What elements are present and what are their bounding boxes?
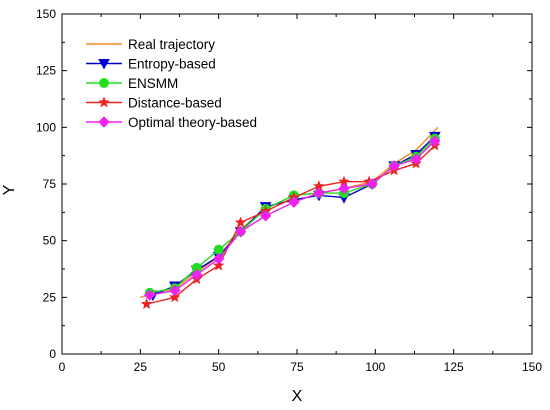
legend-label: Entropy-based bbox=[128, 57, 216, 72]
data-point-optimal-theory-based bbox=[259, 210, 272, 222]
y-tick-label: 150 bbox=[36, 7, 56, 21]
data-point-optimal-theory-based bbox=[313, 187, 325, 199]
x-tick-label: 150 bbox=[522, 360, 542, 374]
data-point-optimal-theory-based bbox=[366, 178, 378, 190]
data-point-ensmm bbox=[213, 244, 224, 255]
legend-label: Optimal theory-based bbox=[128, 115, 257, 130]
x-tick-label: 75 bbox=[290, 360, 304, 374]
x-tick-label: 125 bbox=[444, 360, 464, 374]
legend-item-distance-based: Distance-based bbox=[86, 96, 222, 111]
y-tick-label: 25 bbox=[43, 290, 57, 304]
legend-marker-ensmm bbox=[99, 78, 109, 88]
y-axis-title: Y bbox=[1, 184, 18, 195]
legend-item-real-trajectory: Real trajectory bbox=[86, 37, 215, 52]
legend: Real trajectory Entropy-based ENSMM Distanc… bbox=[86, 37, 257, 130]
legend-item-optimal-theory-based: Optimal theory-based bbox=[86, 115, 257, 130]
data-point-distance-based bbox=[140, 297, 153, 310]
y-tick-label: 75 bbox=[43, 177, 57, 191]
legend-label: Real trajectory bbox=[128, 37, 215, 52]
legend-item-ensmm: ENSMM bbox=[86, 76, 178, 91]
data-point-optimal-theory-based bbox=[388, 160, 400, 172]
legend-marker-distance-based bbox=[98, 96, 110, 108]
legend-marker-optimal-theory-based bbox=[98, 116, 110, 128]
x-axis-title: X bbox=[292, 388, 303, 405]
x-tick-label: 0 bbox=[59, 360, 66, 374]
series-layer bbox=[140, 126, 441, 310]
data-point-distance-based bbox=[168, 291, 181, 303]
data-point-optimal-theory-based bbox=[212, 253, 225, 265]
series-line-real-trajectory bbox=[140, 126, 439, 299]
series-ensmm bbox=[144, 133, 440, 298]
series-real-trajectory bbox=[140, 126, 439, 299]
data-point-optimal-theory-based bbox=[338, 182, 350, 195]
legend-label: Distance-based bbox=[128, 96, 222, 111]
data-point-optimal-theory-based bbox=[234, 225, 247, 238]
data-point-optimal-theory-based bbox=[429, 135, 441, 147]
data-point-optimal-theory-based bbox=[144, 289, 156, 301]
y-tick-label: 0 bbox=[49, 347, 56, 361]
data-point-optimal-theory-based bbox=[410, 153, 422, 165]
axes-layer: 0 25 50 75 100 125 150 0 25 50 75 100 125 150 bbox=[36, 7, 542, 374]
data-point-optimal-theory-based bbox=[169, 284, 181, 297]
series-optimal-theory-based bbox=[144, 135, 441, 301]
x-tick-label: 25 bbox=[134, 360, 148, 374]
x-tick-label: 100 bbox=[365, 360, 385, 374]
legend-marker-entropy-based bbox=[98, 59, 110, 70]
data-point-distance-based bbox=[234, 216, 247, 228]
y-tick-label: 100 bbox=[36, 120, 56, 134]
legend-label: ENSMM bbox=[128, 76, 178, 91]
data-point-optimal-theory-based bbox=[288, 196, 300, 208]
data-point-optimal-theory-based bbox=[191, 268, 203, 281]
x-tick-label: 50 bbox=[212, 360, 226, 374]
y-tick-label: 125 bbox=[36, 64, 56, 78]
data-point-distance-based bbox=[212, 259, 225, 271]
y-tick-label: 50 bbox=[43, 234, 57, 248]
legend-item-entropy-based: Entropy-based bbox=[86, 57, 216, 72]
